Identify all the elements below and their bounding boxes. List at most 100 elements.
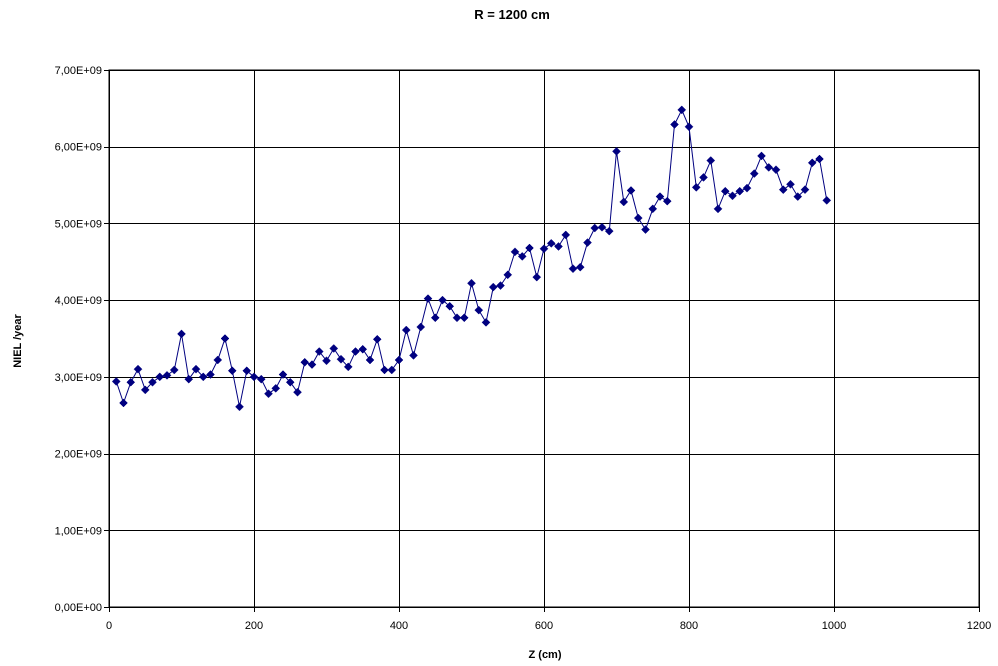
- data-point-marker: [300, 357, 310, 367]
- data-point-marker: [249, 372, 259, 382]
- data-point-marker: [314, 347, 324, 356]
- data-point-marker: [329, 344, 339, 353]
- data-point-marker: [510, 247, 520, 257]
- data-point-marker: [162, 370, 172, 380]
- data-point-marker: [641, 225, 650, 234]
- x-tick-label: 0: [106, 620, 112, 632]
- data-point-marker: [387, 365, 397, 375]
- y-axis-title: NIEL /year: [12, 313, 24, 367]
- data-point-marker: [706, 156, 716, 165]
- data-point-marker: [140, 385, 150, 395]
- data-point-marker: [800, 185, 810, 195]
- data-point-marker: [539, 244, 549, 254]
- data-point-marker: [155, 372, 165, 382]
- data-point-marker: [626, 186, 636, 195]
- data-point-marker: [546, 239, 556, 248]
- data-point-marker: [242, 366, 252, 376]
- y-tick-label: 6,00E+09: [55, 142, 102, 154]
- data-point-marker: [322, 356, 331, 366]
- data-point-marker: [757, 151, 766, 161]
- data-point-marker: [343, 362, 353, 372]
- data-point-marker: [764, 163, 774, 172]
- x-axis-title: Z (cm): [529, 649, 562, 661]
- data-point-marker: [807, 158, 817, 168]
- data-point-marker: [191, 364, 201, 374]
- data-point-marker: [517, 252, 527, 261]
- gridlines: [104, 70, 980, 612]
- data-point-marker: [126, 377, 136, 387]
- data-point-marker: [604, 226, 614, 236]
- x-tick-label: 1200: [967, 620, 991, 632]
- data-point-marker: [481, 318, 491, 327]
- data-point-marker: [220, 334, 230, 343]
- data-point-marker: [271, 384, 281, 393]
- data-point-marker: [822, 196, 832, 205]
- data-point-marker: [568, 264, 578, 274]
- data-point-marker: [684, 122, 694, 132]
- data-point-marker: [488, 282, 498, 292]
- data-point-marker: [662, 196, 672, 206]
- plot-area-frame: [108, 69, 980, 608]
- data-point-marker: [148, 377, 157, 387]
- x-tick-label: 600: [535, 620, 553, 632]
- data-point-marker: [749, 169, 759, 178]
- data-point-marker: [235, 402, 244, 412]
- series-line: [115, 108, 828, 407]
- data-point-marker: [590, 223, 600, 233]
- data-point-marker: [691, 183, 701, 192]
- y-tick-label: 7,00E+09: [55, 65, 102, 77]
- data-point-marker: [401, 325, 411, 335]
- data-point-marker: [169, 365, 179, 375]
- y-tick-label: 2,00E+09: [55, 449, 102, 461]
- data-point-marker: [206, 370, 215, 379]
- niel-series: [111, 105, 832, 412]
- data-point-marker: [771, 165, 781, 175]
- data-point-marker: [619, 197, 629, 207]
- x-tick-label: 200: [245, 620, 263, 632]
- data-point-marker: [532, 272, 542, 282]
- data-point-marker: [285, 377, 295, 387]
- data-point-marker: [474, 305, 484, 315]
- data-point-marker: [264, 389, 273, 399]
- data-point-marker: [525, 243, 534, 253]
- data-point-marker: [713, 204, 723, 214]
- x-tick-label: 1000: [822, 620, 846, 632]
- data-point-marker: [307, 360, 317, 369]
- x-axis-tick-labels: 0 200 400 600 800 1000 1200: [106, 620, 991, 632]
- data-point-marker: [213, 355, 223, 365]
- data-point-marker: [198, 372, 208, 382]
- data-point-marker: [728, 191, 737, 201]
- data-point-marker: [561, 230, 571, 240]
- data-point-marker: [459, 313, 469, 323]
- data-point-marker: [575, 262, 585, 272]
- x-tick-label: 800: [680, 620, 698, 632]
- data-point-marker: [351, 347, 360, 356]
- data-point-marker: [742, 183, 752, 193]
- data-point-marker: [445, 301, 455, 311]
- data-point-marker: [648, 204, 658, 214]
- y-tick-label: 0,00E+00: [55, 602, 102, 614]
- data-point-marker: [256, 374, 266, 384]
- data-point-marker: [365, 355, 375, 365]
- data-point-marker: [655, 192, 665, 201]
- data-point-marker: [699, 173, 708, 182]
- data-point-marker: [815, 154, 824, 164]
- data-point-marker: [735, 186, 745, 196]
- data-point-marker: [380, 365, 389, 375]
- y-tick-label: 5,00E+09: [55, 218, 102, 230]
- data-point-marker: [184, 374, 194, 384]
- data-point-marker: [677, 105, 687, 115]
- chart-title: R = 1200 cm: [474, 7, 550, 22]
- data-point-marker: [670, 120, 679, 129]
- data-point-marker: [633, 213, 643, 223]
- data-point-marker: [177, 329, 186, 339]
- data-point-marker: [409, 351, 418, 360]
- data-point-marker: [452, 313, 462, 323]
- data-point-marker: [430, 313, 440, 323]
- data-point-marker: [503, 270, 513, 280]
- data-point-marker: [793, 192, 803, 201]
- y-tick-label: 3,00E+09: [55, 372, 102, 384]
- data-point-marker: [133, 364, 143, 374]
- data-point-marker: [423, 294, 433, 303]
- data-point-marker: [394, 355, 404, 365]
